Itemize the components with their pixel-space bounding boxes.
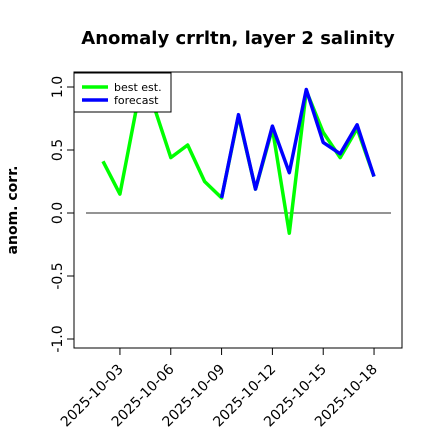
y-tick-label: 0.5 [50,139,66,161]
y-tick-label: -0.5 [50,262,66,289]
legend-box [73,72,172,113]
axes: -1.0-0.50.00.51.02025-10-032025-10-06202… [50,71,403,430]
y-tick-label: 0.0 [50,202,66,224]
y-axis-label: anom. corr. [5,166,21,255]
legend: best est.forecast [73,72,172,113]
chart-title: Anomaly crrltn, layer 2 salinity [81,28,395,49]
series-line-forecast [219,87,376,199]
legend-label: best est. [114,81,162,94]
y-tick-label: -1.0 [50,325,66,352]
y-tick-label: 1.0 [50,76,66,98]
plot-frame [73,71,403,349]
legend-label: forecast [114,94,159,107]
